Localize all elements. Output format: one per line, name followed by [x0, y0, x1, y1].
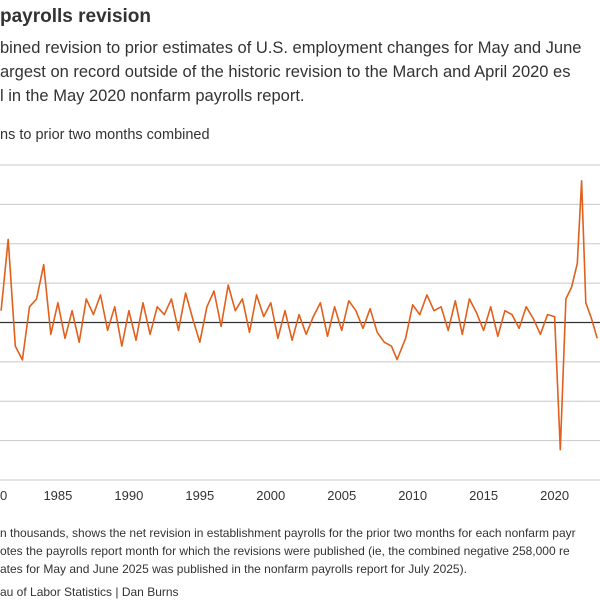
subtitle: l in the May 2020 nonfarm payrolls repor… — [0, 87, 305, 105]
note: ates for May and June 2025 was published… — [0, 562, 467, 576]
x-tick-label: 2000 — [256, 488, 285, 503]
data-line — [0, 180, 598, 451]
x-tick-label: 1995 — [185, 488, 214, 503]
x-tick-label: 2020 — [540, 488, 569, 503]
note: n thousands, shows the net revision in e… — [0, 526, 576, 540]
x-tick-label: 0 — [0, 488, 7, 503]
x-tick-label: 2005 — [327, 488, 356, 503]
x-tick-label: 1990 — [114, 488, 143, 503]
x-tick-label: 2010 — [398, 488, 427, 503]
axis-label: ns to prior two months combined — [0, 127, 210, 143]
x-tick-label: 1985 — [43, 488, 72, 503]
chart-title: payrolls revision — [0, 6, 151, 27]
subtitle: bined revision to prior estimates of U.S… — [0, 39, 581, 57]
source: au of Labor Statistics | Dan Burns — [0, 585, 179, 599]
note: otes the payrolls report month for which… — [0, 544, 570, 558]
subtitle: argest on record outside of the historic… — [0, 63, 570, 81]
x-tick-label: 2015 — [469, 488, 498, 503]
